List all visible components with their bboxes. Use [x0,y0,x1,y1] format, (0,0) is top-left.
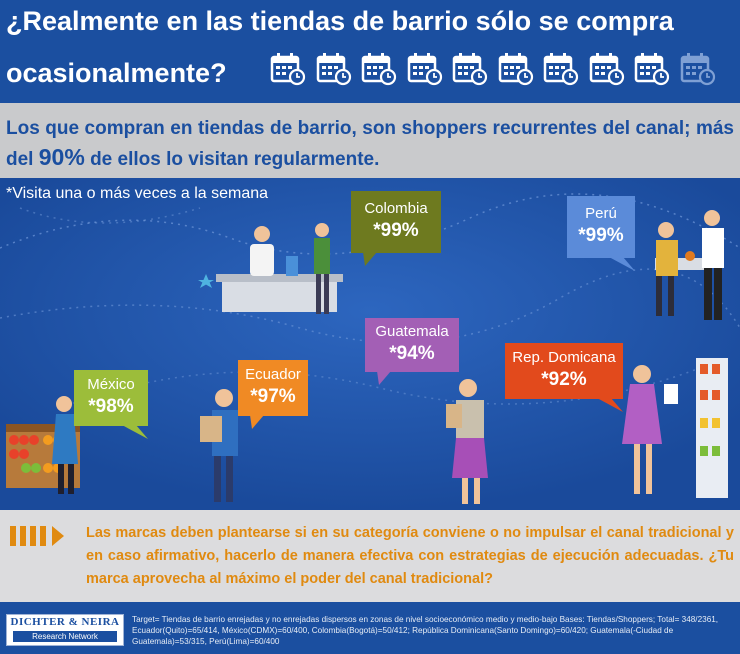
subtitle-highlight-percent: 90% [38,144,85,170]
calendar-clock-icon [680,53,715,86]
country-name: México [87,376,135,393]
calendar-clock-icon [498,53,533,86]
country-name: Guatemala [375,323,449,340]
visit-frequency-footnote: *Visita una o más veces a la semana [6,185,269,202]
calendar-clock-icon [452,53,488,86]
dichter-neira-logo: DICHTER & NEIRA Research Network [6,614,124,646]
country-bubble: Perú *99% [567,196,635,272]
country-bubble: Guatemala *94% [365,318,459,386]
speech-bubble-shape [74,370,148,439]
title-line-2: ocasionalmente? [6,58,227,88]
country-visit-percent: *94% [389,343,435,364]
colombia-store-counter-illustration [198,223,343,314]
country-bubble: Ecuador *97% [238,360,308,430]
country-name: Ecuador [245,366,301,383]
speech-bubble-shape [567,196,635,271]
subtitle-text-start: Los que compran en tiendas de barrio, so… [6,118,734,170]
subtitle-text: Los que compran en tiendas de barrio, so… [6,115,734,174]
conclusion-band: Las marcas deben plantearse si en su cat… [0,510,740,602]
country-visit-percent: *92% [541,369,587,390]
sample-target-note: Target= Tiendas de barrio enrejadas y no… [132,615,719,646]
country-visit-percent: *97% [250,386,296,407]
country-name: Colombia [364,200,428,217]
mexico-produce-stand-illustration [6,396,80,494]
speech-bubble-shape [365,318,459,385]
subtitle-band: Los que compran en tiendas de barrio, so… [0,103,740,178]
peru-store-counter-illustration [655,210,724,320]
calendar-clock-icon [589,53,624,86]
calendar-clock-icon [634,53,670,86]
speech-bubble-shape [505,343,623,412]
calendar-clock-icon [270,53,306,86]
calendar-clock-icon [361,53,397,86]
subtitle-text-end: de ellos lo visitan regularmente. [90,149,380,170]
speech-bubble-shape [351,191,441,266]
country-visit-percent: *99% [578,225,624,246]
logo-name: DICHTER & NEIRA [10,616,120,628]
calendar-clock-icon [543,53,579,86]
country-name: Rep. Domicana [512,349,616,366]
calendar-clock-icon [407,53,442,86]
country-visit-percent: *99% [373,220,419,241]
ecuador-shopper-illustration [200,389,238,502]
calendar-icon-row [270,52,730,92]
dominican-shopper-illustration [622,358,728,498]
header-banner: ¿Realmente en las tiendas de barrio sólo… [0,0,740,103]
country-bubble: Rep. Domicana *92% [505,343,623,413]
illustration-scene: *Visita una o más veces a la semana Colo… [0,178,740,510]
guatemala-shopper-illustration [446,379,488,504]
chevron-arrows-icon [10,526,64,546]
country-bubble: Colombia *99% [351,191,441,267]
country-visit-percent: *98% [88,396,134,417]
country-bubble: México *98% [74,370,148,440]
calendar-clock-icon [316,53,351,86]
title-line-1: ¿Realmente en las tiendas de barrio sólo… [6,6,674,36]
speech-bubble-shape [238,360,308,429]
footer-bar: DICHTER & NEIRA Research Network Target=… [0,602,740,654]
conclusion-text: Las marcas deben plantearse si en su cat… [86,525,734,587]
logo-subtitle: Research Network [13,631,117,642]
country-name: Perú [585,205,617,222]
